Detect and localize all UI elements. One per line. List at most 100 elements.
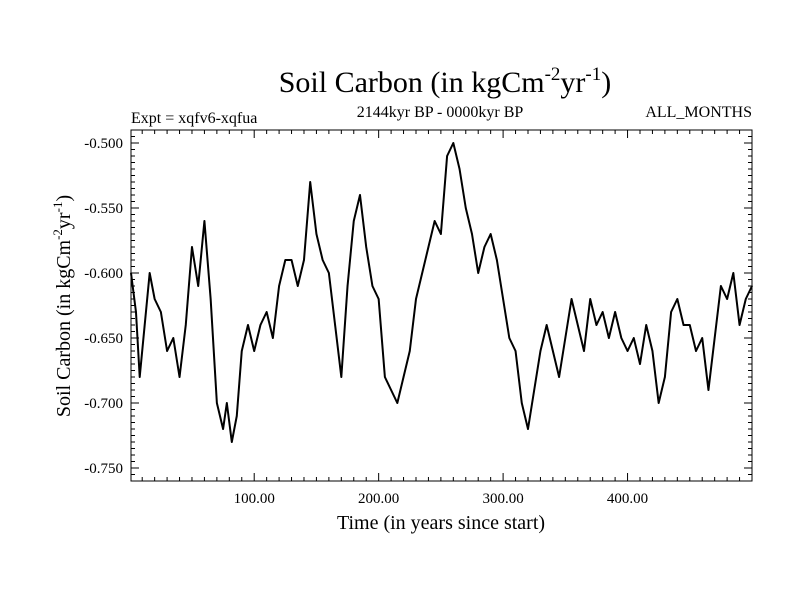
series-point bbox=[371, 285, 374, 287]
series-point bbox=[321, 259, 324, 261]
series-point bbox=[209, 298, 212, 300]
series-point bbox=[265, 311, 268, 313]
series-point bbox=[160, 311, 162, 313]
x-tick-label-1: 200.00 bbox=[358, 491, 399, 507]
series-point bbox=[477, 272, 480, 274]
series-point bbox=[352, 220, 355, 222]
y-tick-label-3: -0.650 bbox=[84, 331, 123, 347]
y-tick-label-2: -0.600 bbox=[84, 266, 123, 282]
series-point bbox=[216, 402, 218, 404]
series-point bbox=[576, 324, 579, 326]
series-point bbox=[502, 298, 504, 300]
chart-title-end: ) bbox=[601, 66, 611, 99]
chart-title: Soil Carbon (in kgCm-2yr-1) bbox=[279, 64, 612, 99]
series-point bbox=[440, 233, 442, 235]
series-point bbox=[751, 285, 753, 287]
y-axis-label-mid: yr bbox=[53, 212, 75, 229]
y-axis-label: Soil Carbon (in kgCm-2yr-1) bbox=[50, 195, 75, 417]
series-point bbox=[632, 337, 635, 339]
y-axis-label-end: ) bbox=[53, 195, 75, 202]
y-tick-label-0: -0.500 bbox=[84, 136, 123, 152]
series-point bbox=[639, 363, 641, 365]
chart-title-mid: yr bbox=[560, 66, 585, 99]
series-point bbox=[203, 220, 206, 222]
series-point bbox=[626, 350, 629, 352]
x-tick-label-3: 400.00 bbox=[607, 491, 648, 507]
series-point bbox=[483, 246, 486, 248]
series-point bbox=[396, 402, 399, 404]
series-point bbox=[296, 285, 299, 287]
series-point bbox=[303, 259, 305, 261]
series-point bbox=[346, 285, 349, 287]
series-point bbox=[471, 233, 473, 235]
series-point bbox=[489, 233, 492, 235]
y-ticks: -0.500 -0.550 -0.600 -0.650 -0.700 -0.750 bbox=[84, 136, 752, 477]
series-point bbox=[226, 402, 228, 404]
y-tick-label-4: -0.700 bbox=[84, 396, 123, 412]
series-point bbox=[695, 350, 697, 352]
series-point bbox=[645, 324, 648, 326]
series-point bbox=[514, 350, 517, 352]
series-point bbox=[178, 376, 181, 378]
y-axis-label-sup2: -1 bbox=[50, 202, 65, 213]
series-point bbox=[738, 324, 741, 326]
y-tick-label-1: -0.550 bbox=[84, 201, 123, 217]
x-ticks: 100.00 200.00 300.00 400.00 bbox=[141, 130, 741, 507]
series-point bbox=[247, 324, 249, 326]
chart-title-sup1: -2 bbox=[545, 64, 561, 85]
series-point bbox=[688, 324, 691, 326]
subtitle-right: ALL_MONTHS bbox=[645, 104, 752, 121]
series-point bbox=[458, 168, 461, 170]
series-point bbox=[713, 337, 716, 339]
series-point bbox=[290, 259, 293, 261]
series-point bbox=[601, 311, 604, 313]
series-point bbox=[148, 272, 151, 274]
series-point bbox=[402, 376, 405, 378]
series-point bbox=[284, 259, 287, 261]
series-point bbox=[676, 298, 679, 300]
series-point bbox=[231, 441, 233, 443]
series-point bbox=[309, 181, 312, 183]
series-point bbox=[377, 298, 380, 300]
series-point bbox=[651, 350, 654, 352]
series-point bbox=[682, 324, 685, 326]
series-point bbox=[589, 298, 592, 300]
series-point bbox=[390, 389, 392, 391]
series-point bbox=[545, 324, 548, 326]
series-point bbox=[166, 350, 168, 352]
series-point bbox=[272, 337, 274, 339]
series-point bbox=[508, 337, 511, 339]
series-point bbox=[452, 142, 455, 144]
series-point bbox=[496, 259, 498, 261]
series-point bbox=[558, 376, 560, 378]
series-point bbox=[138, 376, 141, 378]
series-point bbox=[707, 389, 710, 391]
series-point bbox=[130, 272, 132, 274]
series-point bbox=[278, 285, 280, 287]
series-point bbox=[359, 194, 361, 196]
series-point bbox=[726, 298, 728, 300]
series-point bbox=[539, 350, 542, 352]
series-point bbox=[384, 376, 386, 378]
series-point bbox=[334, 324, 336, 326]
y-tick-label-5: -0.750 bbox=[84, 461, 123, 477]
series-point bbox=[527, 428, 529, 430]
x-tick-label-0: 100.00 bbox=[234, 491, 275, 507]
chart-title-sup2: -1 bbox=[585, 64, 601, 85]
series-point bbox=[365, 246, 368, 248]
series-point bbox=[720, 285, 722, 287]
series-point bbox=[701, 337, 704, 339]
series-point bbox=[153, 298, 156, 300]
series-point bbox=[533, 389, 536, 391]
series-point bbox=[328, 272, 330, 274]
series-point bbox=[583, 350, 585, 352]
series-point bbox=[259, 324, 262, 326]
series-line-0 bbox=[130, 142, 753, 443]
series-point bbox=[421, 272, 424, 274]
series-point bbox=[595, 324, 598, 326]
subtitle-center: 2144kyr BP - 0000kyr BP bbox=[357, 104, 524, 121]
series-point bbox=[408, 350, 411, 352]
series-point bbox=[253, 350, 256, 352]
x-axis-label: Time (in years since start) bbox=[337, 512, 545, 534]
chart-title-main: Soil Carbon (in kgCm bbox=[279, 66, 545, 99]
